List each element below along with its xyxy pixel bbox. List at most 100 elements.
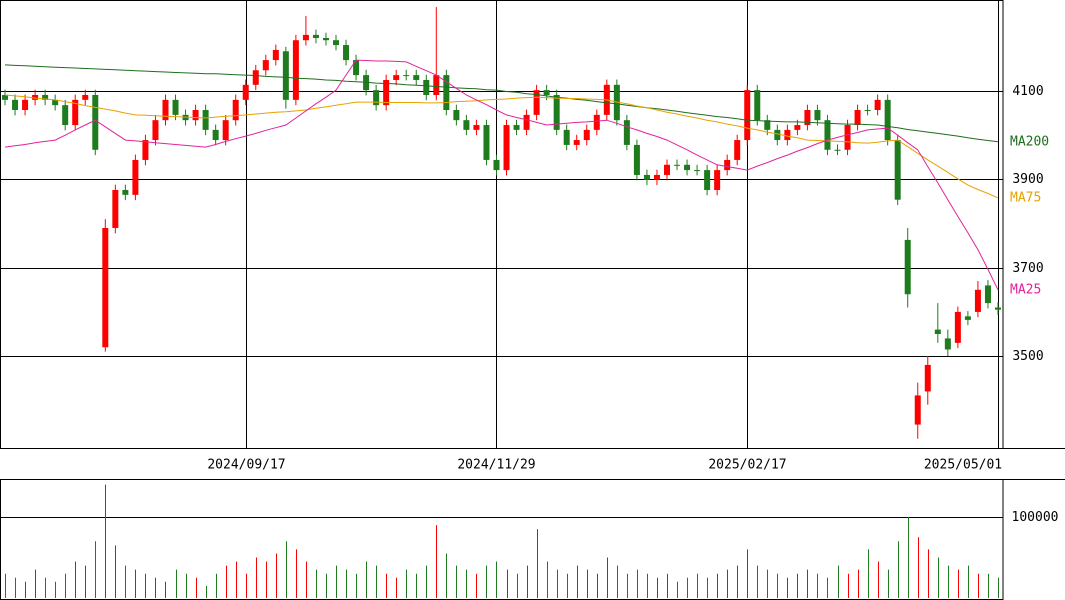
candle-body [52, 99, 59, 106]
series-label: MA200 [1010, 134, 1049, 149]
candle-body [914, 395, 921, 425]
candle-body [413, 75, 420, 80]
candle-body [272, 49, 279, 61]
candle-body [383, 79, 390, 106]
candle-body [503, 125, 510, 171]
candle-body [924, 364, 931, 392]
candle-body [884, 99, 891, 141]
candle-body [653, 174, 660, 180]
candle-body [814, 110, 821, 121]
y-tick-label: 100000 [1012, 510, 1059, 525]
candle-body [754, 90, 761, 121]
candle-body [252, 70, 259, 85]
candle-body [844, 125, 851, 150]
candle-body [493, 159, 500, 171]
moving-average-line [4, 94, 999, 199]
y-tick-label: 4100 [1012, 84, 1043, 99]
price-frame [0, 0, 1004, 449]
candle-body [533, 90, 540, 115]
candle-body [764, 120, 771, 130]
candle-body [663, 164, 670, 175]
candle-body [393, 75, 400, 80]
candle-body [12, 99, 19, 111]
candle-body [142, 140, 149, 160]
candle-body [242, 84, 249, 100]
candle-body [954, 311, 961, 343]
moving-average-line [4, 64, 999, 143]
candle-body [974, 289, 981, 312]
candle-body [322, 37, 329, 41]
candle-body [122, 189, 129, 195]
candle-body [333, 40, 340, 46]
candle-body [102, 227, 109, 348]
candle-body [292, 40, 299, 100]
candle-body [704, 170, 711, 190]
candle-body [523, 114, 530, 130]
candle-body [222, 120, 229, 141]
candle-body [553, 94, 560, 130]
candle-body [172, 99, 179, 115]
candle-body [714, 170, 721, 190]
candle-body [2, 94, 9, 100]
candle-body [302, 34, 309, 41]
candle-body [784, 129, 791, 141]
candle-body [944, 338, 951, 350]
candle-body [894, 140, 901, 200]
candle-body [513, 125, 520, 130]
candle-body [22, 99, 29, 111]
candle-body [744, 90, 751, 141]
candle-body [463, 120, 470, 130]
candle-body [623, 120, 630, 145]
candle-body [92, 94, 99, 150]
candle-body [794, 125, 801, 130]
series-label: MA25 [1010, 282, 1041, 297]
candle-body [994, 307, 1001, 310]
candle-body [282, 51, 289, 100]
candle-body [62, 105, 69, 126]
candle-body [32, 94, 39, 100]
candle-body [774, 129, 781, 141]
candle-body [443, 75, 450, 111]
candle-body [353, 60, 360, 76]
candle-body [583, 129, 590, 141]
candle-body [964, 316, 971, 320]
candle-body [42, 94, 49, 100]
candle-body [864, 110, 871, 112]
candle-body [563, 129, 570, 145]
x-tick-label: 2025/02/17 [708, 458, 786, 473]
candle-body [804, 110, 811, 126]
candle-body [423, 79, 430, 95]
candle-body [854, 110, 861, 126]
candle-body [984, 285, 991, 304]
candle-body [212, 129, 219, 141]
series-label: MA75 [1010, 190, 1041, 205]
candle-body [453, 110, 460, 121]
candle-body [343, 45, 350, 61]
candle-body [694, 170, 701, 172]
candle-body [674, 164, 681, 166]
y-tick-label: 3700 [1012, 261, 1043, 276]
candle-body [473, 125, 480, 130]
candle-body [483, 125, 490, 160]
candle-body [132, 159, 139, 195]
candle-body [403, 75, 410, 77]
candle-body [433, 75, 440, 95]
candle-body [573, 140, 580, 145]
candle-body [934, 329, 941, 335]
candle-body [373, 90, 380, 106]
candle-body [112, 189, 119, 228]
candle-body [202, 110, 209, 130]
candle-body [543, 90, 550, 95]
candle-body [874, 99, 881, 111]
candle-body [162, 99, 169, 121]
candle-body [824, 120, 831, 150]
candle-body [633, 144, 640, 175]
candle-body [684, 164, 691, 171]
candle-body [724, 159, 731, 171]
candle-body [232, 99, 239, 121]
candle-body [82, 94, 89, 100]
x-tick-label: 2025/05/01 [924, 458, 1002, 473]
candle-body [734, 140, 741, 160]
candle-body [904, 239, 911, 295]
